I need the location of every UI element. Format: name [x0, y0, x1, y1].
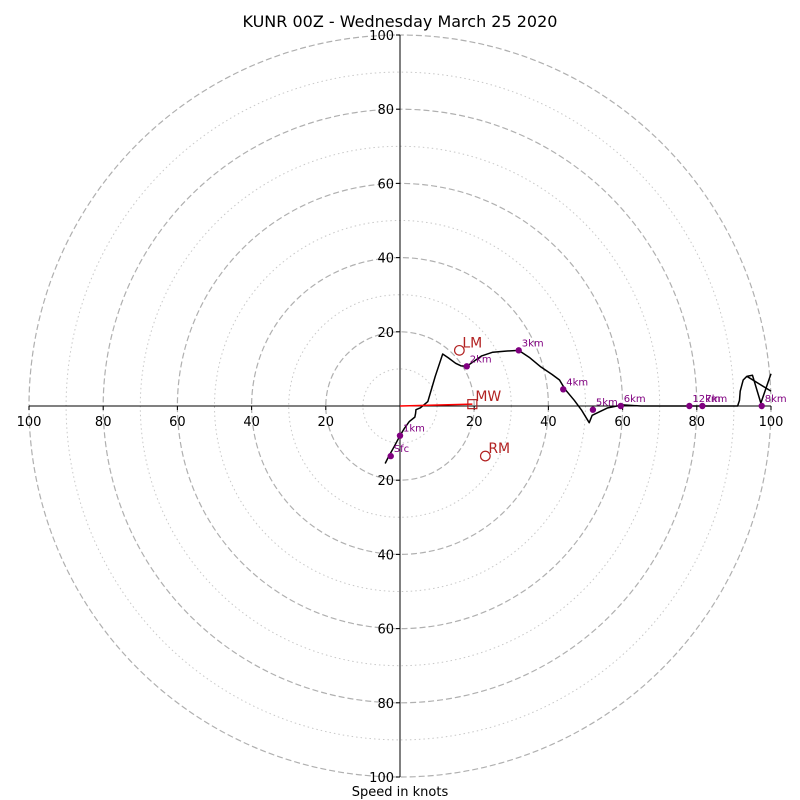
- tick-labels: 100 80 60 40 20 20 40 60 80 100 100 80 60 40 20 20 40 60 8…: [17, 29, 784, 786]
- x-tick-label: 40: [243, 415, 260, 430]
- storm-motion-markers: LM RM MW: [453, 335, 510, 462]
- wind-trace-layer: [384, 349, 772, 464]
- storm-motion-label-mw: MW: [475, 389, 501, 405]
- height-marker-2km: [463, 363, 470, 370]
- y-tick-label: 20: [377, 474, 394, 489]
- y-tick-label: 100: [369, 771, 394, 786]
- chart-title: KUNR 00Z - Wednesday March 25 2020: [243, 12, 558, 31]
- height-label-sfc: Sfc: [394, 444, 409, 455]
- x-tick-label: 40: [540, 415, 557, 430]
- height-label-6km: 6km: [624, 394, 646, 405]
- height-label-7km: 7km: [705, 394, 727, 405]
- height-label-1km: 1km: [403, 424, 425, 435]
- mean-wind-vector: [399, 403, 473, 407]
- y-tick-label: 40: [377, 252, 394, 267]
- y-tick-label: 60: [377, 623, 394, 638]
- x-tick-label: 100: [759, 415, 784, 430]
- height-marker-4km: [560, 386, 567, 393]
- height-label-4km: 4km: [566, 377, 588, 388]
- height-label-12km: 12km: [692, 394, 720, 405]
- height-marker-6km: [617, 402, 624, 410]
- wind-trace-tail: [746, 375, 772, 392]
- storm-motion-marker-lm: [453, 344, 465, 356]
- y-tick-label: 60: [377, 177, 394, 192]
- x-tick-label: 80: [95, 415, 112, 430]
- wind-trace: [384, 349, 772, 464]
- height-marker-12km: [686, 402, 693, 410]
- height-label-8km: 8km: [765, 394, 787, 405]
- x-tick-label: 20: [466, 415, 483, 430]
- storm-motion-label-lm: LM: [462, 335, 482, 351]
- height-label-3km: 3km: [522, 338, 544, 349]
- x-tick-label: 60: [169, 415, 186, 430]
- storm-motion-marker-mw: [467, 399, 478, 410]
- height-label-2km: 2km: [470, 354, 492, 365]
- height-marker-1km: [396, 432, 404, 439]
- storm-motion-marker-rm: [479, 450, 491, 462]
- y-tick-label: 20: [377, 326, 394, 341]
- x-tick-label: 80: [689, 415, 706, 430]
- height-marker-8km: [758, 402, 765, 410]
- storm-motion-label-rm: RM: [488, 441, 510, 457]
- height-marker-7km: [699, 402, 706, 410]
- height-label-5km: 5km: [596, 398, 618, 409]
- y-tick-label: 40: [377, 548, 394, 563]
- height-marker-5km: [589, 406, 597, 413]
- y-tick-label: 80: [377, 103, 394, 118]
- x-tick-label: 20: [318, 415, 335, 430]
- x-tick-label: 60: [614, 415, 631, 430]
- height-marker-sfc: [387, 452, 394, 460]
- y-tick-label: 80: [377, 697, 394, 712]
- y-tick-label: 100: [369, 29, 394, 44]
- mean-wind-vector-layer: [399, 403, 473, 407]
- x-axis-label: Speed in knots: [352, 785, 449, 800]
- height-marker-3km: [515, 347, 522, 354]
- x-tick-label: 100: [17, 415, 42, 430]
